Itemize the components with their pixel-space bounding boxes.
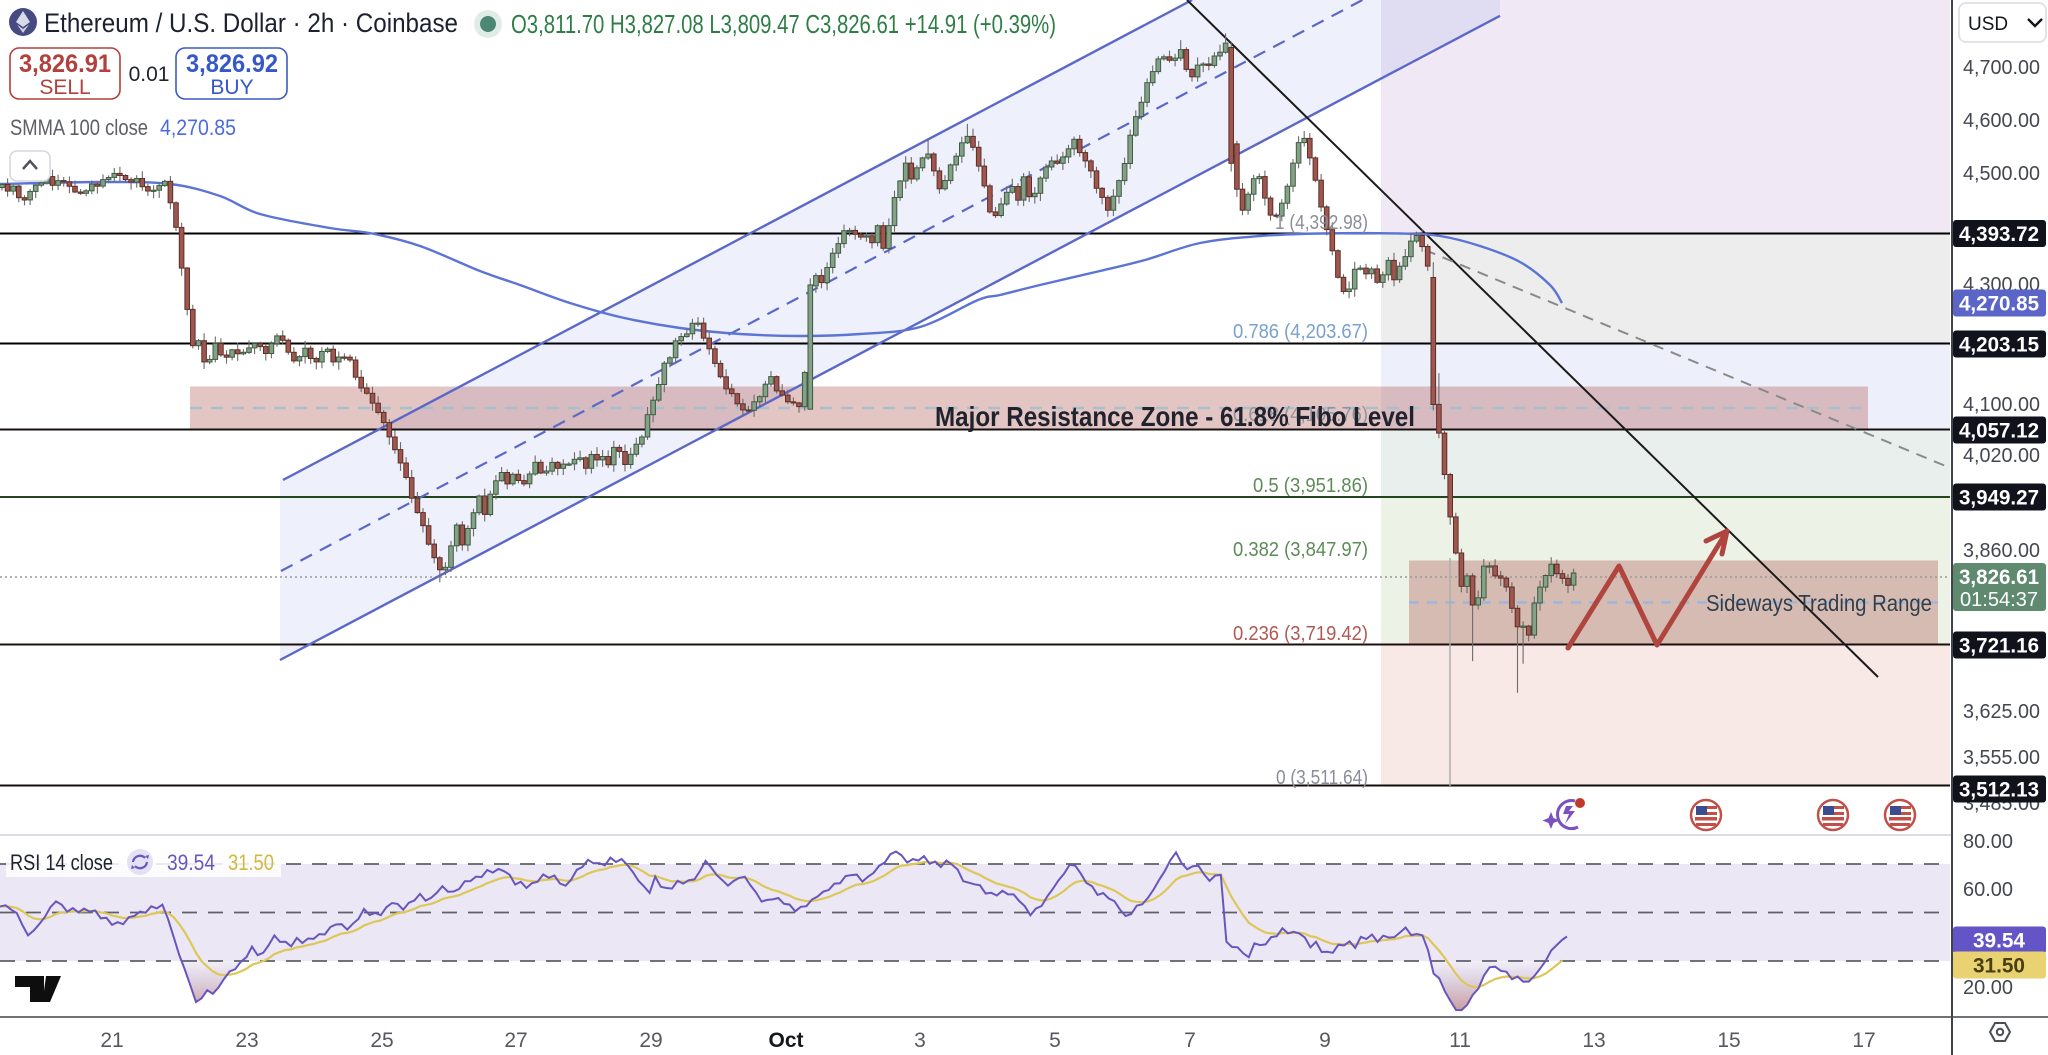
svg-text:4,100.00: 4,100.00 bbox=[1963, 394, 2040, 416]
svg-text:0.382 (3,847.97): 0.382 (3,847.97) bbox=[1233, 539, 1368, 561]
svg-text:25: 25 bbox=[370, 1029, 393, 1052]
svg-text:39.54: 39.54 bbox=[167, 850, 215, 875]
svg-text:80.00: 80.00 bbox=[1963, 831, 2013, 853]
svg-text:0.236 (3,719.42): 0.236 (3,719.42) bbox=[1233, 623, 1368, 645]
svg-text:31.50: 31.50 bbox=[228, 850, 274, 875]
svg-text:39.54: 39.54 bbox=[1973, 930, 2025, 953]
svg-text:4,700.00: 4,700.00 bbox=[1963, 57, 2040, 79]
svg-text:60.00: 60.00 bbox=[1963, 879, 2013, 901]
svg-text:Sideways Trading Range: Sideways Trading Range bbox=[1706, 590, 1932, 616]
svg-text:0 (3,511.64): 0 (3,511.64) bbox=[1276, 767, 1368, 789]
svg-text:11: 11 bbox=[1449, 1029, 1471, 1052]
svg-text:01:54:37: 01:54:37 bbox=[1960, 589, 2038, 611]
svg-text:9: 9 bbox=[1319, 1029, 1331, 1052]
svg-text:O3,811.70 H3,827.08 L3,809.47: O3,811.70 H3,827.08 L3,809.47 C3,826.61 … bbox=[511, 9, 1056, 39]
svg-text:0.618 (4,105.76): 0.618 (4,105.76) bbox=[1233, 404, 1368, 426]
svg-text:29: 29 bbox=[639, 1029, 662, 1052]
svg-text:4,393.72: 4,393.72 bbox=[1959, 223, 2039, 246]
svg-text:RSI 14 close: RSI 14 close bbox=[10, 850, 113, 875]
svg-text:3,512.13: 3,512.13 bbox=[1959, 779, 2039, 802]
svg-text:31.50: 31.50 bbox=[1973, 955, 2025, 978]
svg-text:3,826.92: 3,826.92 bbox=[186, 50, 278, 78]
svg-text:4,057.12: 4,057.12 bbox=[1959, 420, 2039, 443]
svg-text:7: 7 bbox=[1184, 1029, 1196, 1052]
svg-text:4,500.00: 4,500.00 bbox=[1963, 163, 2040, 185]
svg-text:0.01: 0.01 bbox=[129, 63, 170, 86]
svg-text:4,270.85: 4,270.85 bbox=[160, 115, 236, 140]
svg-text:Major Resistance Zone - 61.8%: Major Resistance Zone - 61.8% Fibo Level bbox=[935, 401, 1415, 432]
svg-text:Ethereum / U.S. Dollar · 2h ·: Ethereum / U.S. Dollar · 2h · Coinbase bbox=[44, 8, 458, 38]
svg-text:4,203.15: 4,203.15 bbox=[1959, 334, 2039, 357]
svg-text:3,721.16: 3,721.16 bbox=[1959, 635, 2039, 658]
svg-text:0.786 (4,203.67): 0.786 (4,203.67) bbox=[1233, 321, 1368, 343]
svg-text:21: 21 bbox=[100, 1029, 123, 1052]
svg-text:15: 15 bbox=[1717, 1029, 1740, 1052]
svg-text:4,270.85: 4,270.85 bbox=[1959, 293, 2039, 316]
svg-text:USD: USD bbox=[1968, 14, 2008, 35]
svg-text:3,826.61: 3,826.61 bbox=[1959, 566, 2039, 589]
svg-text:BUY: BUY bbox=[210, 76, 253, 99]
svg-text:4,600.00: 4,600.00 bbox=[1963, 110, 2040, 132]
svg-text:Oct: Oct bbox=[768, 1029, 803, 1052]
svg-text:3,555.00: 3,555.00 bbox=[1963, 747, 2040, 769]
svg-text:SMMA 100 close: SMMA 100 close bbox=[10, 115, 148, 140]
svg-text:13: 13 bbox=[1582, 1029, 1605, 1052]
svg-text:20.00: 20.00 bbox=[1963, 977, 2013, 999]
svg-text:4,020.00: 4,020.00 bbox=[1963, 445, 2040, 467]
svg-text:3,860.00: 3,860.00 bbox=[1963, 540, 2040, 562]
svg-text:0.5 (3,951.86): 0.5 (3,951.86) bbox=[1253, 475, 1368, 497]
svg-text:3,625.00: 3,625.00 bbox=[1963, 701, 2040, 723]
svg-text:27: 27 bbox=[504, 1029, 527, 1052]
svg-text:3,826.91: 3,826.91 bbox=[19, 50, 111, 78]
svg-text:23: 23 bbox=[235, 1029, 258, 1052]
svg-text:5: 5 bbox=[1049, 1029, 1061, 1052]
svg-text:17: 17 bbox=[1852, 1029, 1875, 1052]
svg-text:3: 3 bbox=[914, 1029, 926, 1052]
svg-text:SELL: SELL bbox=[39, 76, 90, 99]
svg-text:3,949.27: 3,949.27 bbox=[1959, 487, 2039, 510]
svg-text:1 (4,392.98): 1 (4,392.98) bbox=[1275, 212, 1368, 234]
